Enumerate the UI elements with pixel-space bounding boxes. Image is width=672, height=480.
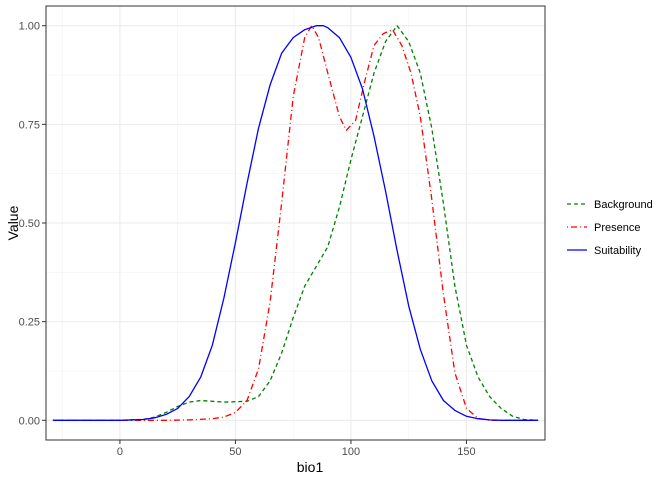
series-line-suitability	[52, 25, 539, 421]
y-tick-label: 0.00	[19, 415, 40, 427]
y-tick-label: 0.50	[19, 218, 40, 230]
x-tick-label: 0	[117, 446, 123, 458]
legend-label: Background	[594, 199, 653, 211]
x-axis-ticks: 0 50 100 150	[117, 440, 476, 458]
legend-label: Presence	[594, 222, 640, 234]
x-tick-label: 50	[229, 446, 241, 458]
y-tick-label: 0.75	[19, 119, 40, 131]
x-tick-label: 150	[457, 446, 475, 458]
y-axis-ticks: 0.00 0.25 0.50 0.75 1.00	[19, 21, 46, 427]
y-tick-label: 1.00	[19, 21, 40, 33]
y-tick-label: 0.25	[19, 317, 40, 329]
x-tick-label: 100	[342, 446, 360, 458]
series-line-presence	[52, 25, 539, 421]
plot-panel	[45, 5, 546, 441]
legend-label: Suitability	[594, 245, 642, 257]
y-axis-title: Value	[5, 205, 21, 240]
series-line-background	[52, 25, 539, 421]
legend: Background Presence Suitability	[567, 199, 653, 257]
x-axis-title: bio1	[297, 459, 324, 475]
